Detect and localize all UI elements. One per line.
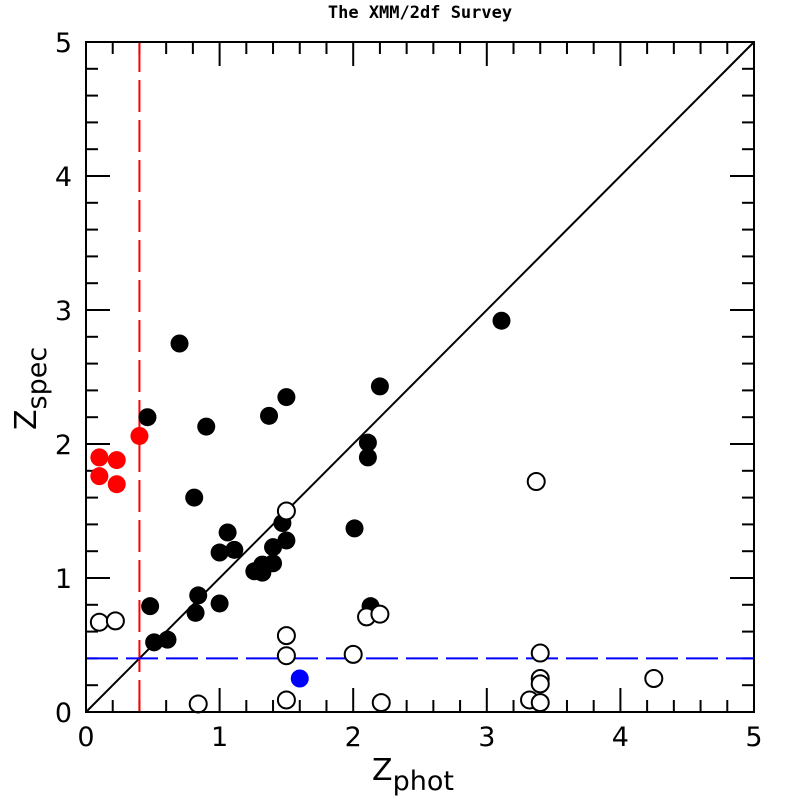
filled-point	[185, 488, 204, 507]
filled-point	[138, 408, 157, 427]
filled-point	[210, 543, 229, 562]
open-point	[644, 669, 664, 688]
filled-point	[358, 448, 377, 467]
y-tick-label: 1	[55, 564, 72, 595]
open-point	[276, 626, 296, 646]
filled-point	[186, 603, 205, 622]
y-tick-label: 4	[55, 162, 72, 193]
open-point	[105, 611, 125, 631]
open-point	[370, 604, 390, 624]
filled-point	[158, 630, 177, 649]
y-tick-label: 0	[55, 698, 72, 729]
open-point	[89, 612, 109, 632]
filled-point	[145, 633, 164, 652]
filled-point	[218, 523, 237, 542]
red-point	[107, 451, 126, 470]
red-point	[107, 475, 126, 494]
x-tick-label: 0	[77, 722, 94, 753]
filled-point	[264, 554, 283, 573]
filled-point	[141, 597, 160, 616]
blue-point	[290, 669, 309, 688]
red-point	[90, 467, 109, 486]
open-point	[530, 674, 550, 694]
diagonal-line	[85, 41, 755, 713]
filled-point	[492, 311, 511, 330]
filled-point	[225, 540, 244, 559]
filled-point	[170, 334, 189, 353]
y-tick-label: 5	[55, 28, 72, 59]
x-axis-label: Zphot	[372, 753, 454, 797]
filled-point	[358, 433, 377, 452]
y-tick-label: 2	[55, 430, 72, 461]
filled-point	[197, 417, 216, 436]
chart-title: The XMM/2df Survey	[328, 3, 512, 23]
filled-point	[277, 388, 296, 407]
open-point	[371, 693, 391, 713]
open-point	[276, 690, 296, 710]
x-tick-label: 3	[478, 722, 495, 753]
y-tick-label: 3	[55, 296, 72, 327]
open-point	[276, 501, 296, 521]
filled-point	[277, 531, 296, 550]
filled-point	[260, 406, 279, 425]
red-point	[90, 448, 109, 467]
open-point	[530, 643, 550, 663]
filled-point	[210, 594, 229, 613]
x-tick-label: 5	[745, 722, 762, 753]
open-point	[276, 646, 296, 666]
red-point	[130, 426, 149, 445]
filled-point	[345, 519, 364, 538]
open-point	[188, 694, 208, 714]
y-axis-label: Zspec	[9, 347, 53, 430]
open-point	[343, 644, 363, 664]
plot-frame	[85, 41, 755, 713]
open-point	[530, 693, 550, 713]
x-tick-label: 2	[345, 722, 362, 753]
filled-point	[370, 377, 389, 396]
open-point	[526, 472, 546, 492]
x-tick-label: 4	[612, 722, 629, 753]
filled-point	[264, 538, 283, 557]
x-tick-label: 1	[211, 722, 228, 753]
filled-point	[189, 586, 208, 605]
